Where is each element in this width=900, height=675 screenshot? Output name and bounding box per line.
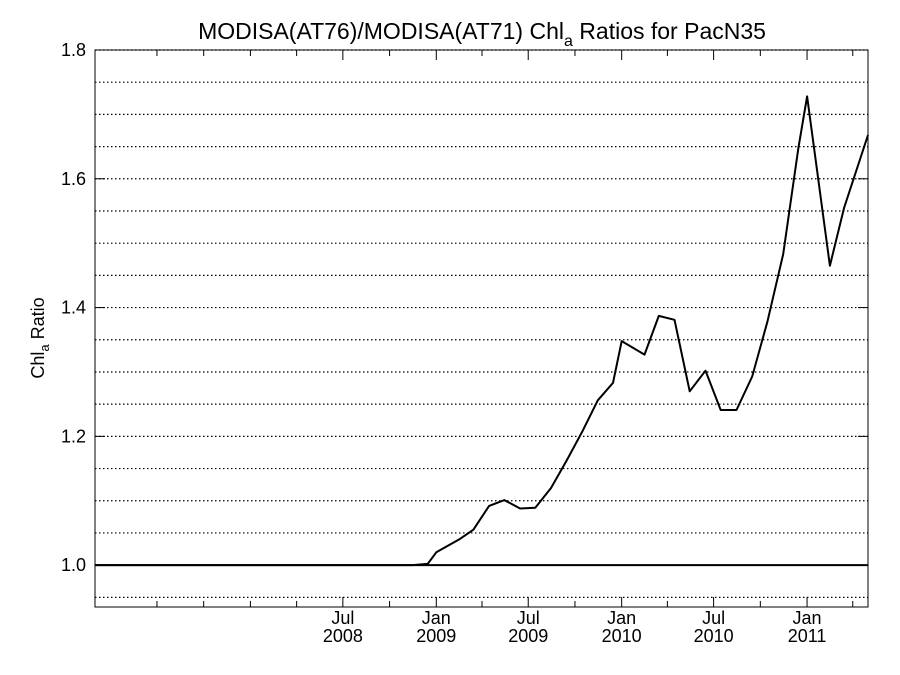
chart-title-main: MODISA(AT76)/MODISA(AT71) Chl	[198, 18, 564, 44]
y-tick-label-2: 1.4	[61, 298, 86, 318]
x-tick-label-year-2: 2009	[508, 626, 548, 646]
series-line-0	[95, 95, 869, 567]
plot-frame	[94, 49, 869, 608]
x-tick-label-month-4: Jul	[702, 608, 725, 628]
chart-title: MODISA(AT76)/MODISA(AT71) Chla Ratios fo…	[198, 18, 766, 50]
x-tick-label-month-3: Jan	[607, 608, 636, 628]
x-tick-label-month-1: Jan	[422, 608, 451, 628]
y-tick-label-1: 1.2	[61, 426, 86, 446]
axis-layer	[94, 49, 869, 608]
y-axis-label-main: Chl	[28, 352, 48, 379]
series-layer	[95, 95, 869, 567]
chart-title-suffix: Ratios for PacN35	[573, 18, 766, 44]
x-tick-label-year-0: 2008	[323, 626, 363, 646]
x-tick-label-year-5: 2011	[788, 626, 827, 646]
x-tick-label-month-0: Jul	[331, 608, 354, 628]
x-tick-label-year-1: 2009	[416, 626, 456, 646]
x-tick-label-year-3: 2010	[602, 626, 642, 646]
y-tick-label-0: 1.0	[61, 555, 86, 575]
y-tick-label-3: 1.6	[61, 169, 86, 189]
grid-layer	[95, 49, 868, 598]
y-tick-label-4: 1.8	[61, 40, 86, 60]
y-axis-label: Chla Ratio	[28, 297, 52, 378]
x-tick-label-month-5: Jan	[793, 608, 822, 628]
x-tick-label-month-2: Jul	[517, 608, 540, 628]
tick-label-layer: 1.01.21.41.61.8Jul2008Jan2009Jul2009Jan2…	[61, 40, 826, 646]
chart-title-subscript: a	[564, 33, 573, 50]
x-tick-label-year-4: 2010	[694, 626, 734, 646]
y-axis-label-suffix: Ratio	[28, 297, 48, 344]
y-axis-label-subscript: a	[37, 344, 52, 352]
